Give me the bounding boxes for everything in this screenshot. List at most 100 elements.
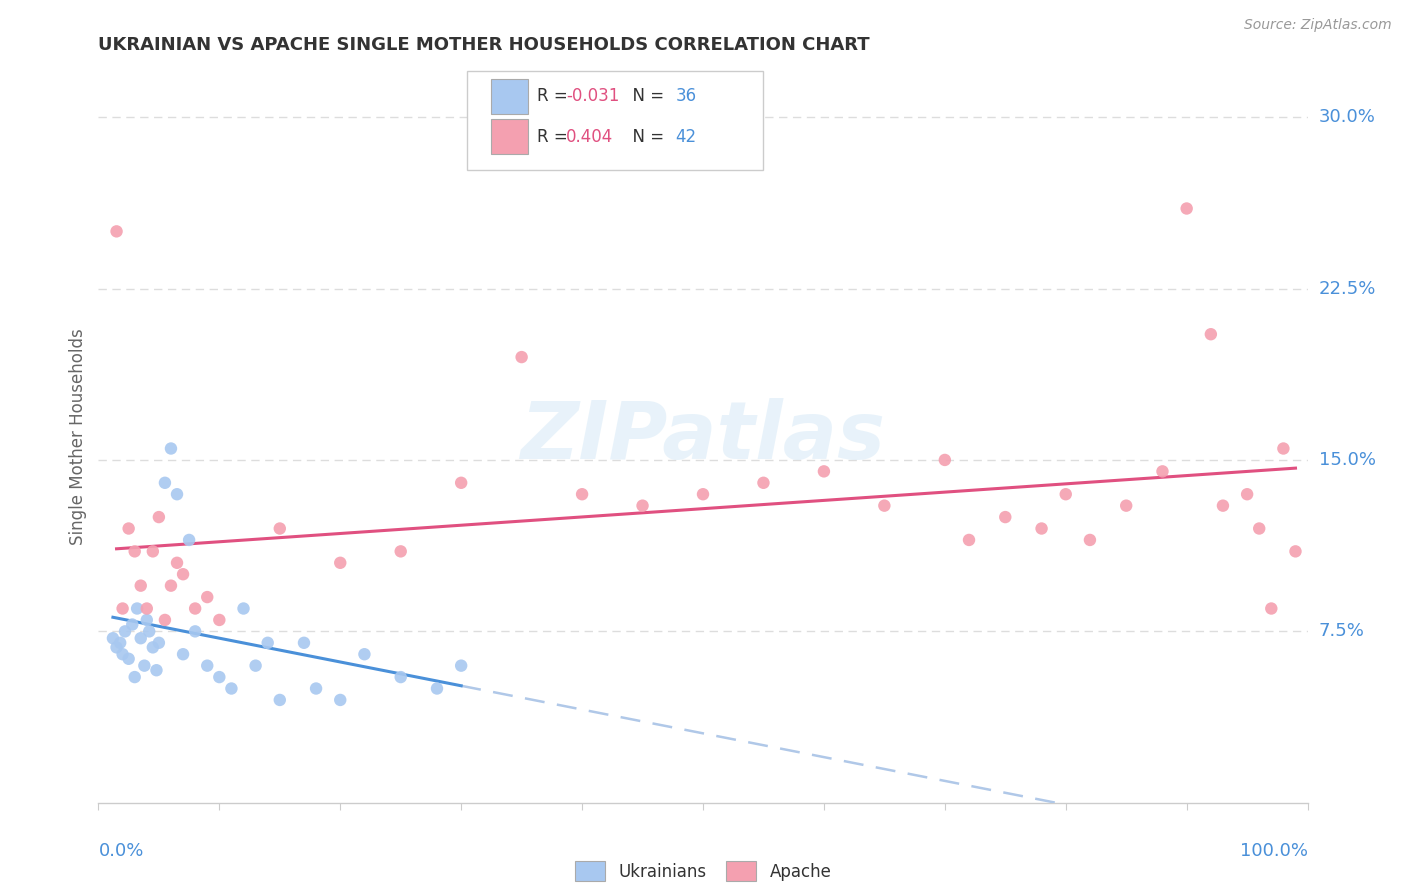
Point: [1249, 521, 1271, 535]
Text: 7.5%: 7.5%: [1319, 623, 1365, 640]
Text: 36: 36: [675, 87, 696, 105]
Y-axis label: Single Mother Households: Single Mother Households: [69, 329, 87, 545]
Point: [269, 521, 291, 535]
Point: [571, 487, 593, 501]
Legend: Ukrainians, Apache: Ukrainians, Apache: [567, 853, 839, 889]
Point: [129, 579, 152, 593]
Bar: [492, 120, 527, 154]
Point: [1078, 533, 1101, 547]
Text: -0.031: -0.031: [567, 87, 620, 105]
Text: UKRAINIAN VS APACHE SINGLE MOTHER HOUSEHOLDS CORRELATION CHART: UKRAINIAN VS APACHE SINGLE MOTHER HOUSEH…: [98, 36, 870, 54]
Point: [1260, 601, 1282, 615]
Point: [142, 544, 165, 558]
Text: ZIPatlas: ZIPatlas: [520, 398, 886, 476]
Point: [172, 647, 194, 661]
Point: [184, 601, 207, 615]
Text: N =: N =: [621, 128, 669, 145]
Point: [111, 601, 134, 615]
Text: 15.0%: 15.0%: [1319, 451, 1375, 469]
Point: [153, 475, 176, 490]
Point: [108, 636, 131, 650]
FancyBboxPatch shape: [467, 71, 763, 170]
Text: 22.5%: 22.5%: [1319, 279, 1376, 298]
Point: [256, 636, 278, 650]
Text: R =: R =: [537, 128, 574, 145]
Text: 100.0%: 100.0%: [1240, 842, 1308, 860]
Point: [142, 640, 165, 655]
Point: [269, 693, 291, 707]
Point: [329, 693, 352, 707]
Point: [329, 556, 352, 570]
Point: [184, 624, 207, 639]
Point: [813, 464, 835, 478]
Point: [1115, 499, 1137, 513]
Point: [105, 224, 128, 238]
Point: [934, 453, 956, 467]
Point: [134, 658, 156, 673]
Point: [166, 487, 188, 501]
Point: [1152, 464, 1174, 478]
Point: [353, 647, 375, 661]
Point: [389, 544, 412, 558]
Point: [138, 624, 160, 639]
Point: [245, 658, 267, 673]
Point: [124, 670, 146, 684]
Text: 42: 42: [675, 128, 696, 145]
Point: [1175, 202, 1198, 216]
Point: [873, 499, 896, 513]
Text: Source: ZipAtlas.com: Source: ZipAtlas.com: [1244, 18, 1392, 32]
Point: [135, 613, 157, 627]
Point: [129, 632, 152, 646]
Point: [1236, 487, 1258, 501]
Point: [127, 601, 149, 615]
Point: [101, 632, 124, 646]
Point: [111, 647, 134, 661]
Point: [105, 640, 128, 655]
Point: [148, 510, 170, 524]
Point: [145, 663, 167, 677]
Point: [148, 636, 170, 650]
Point: [389, 670, 412, 684]
Point: [292, 636, 315, 650]
Point: [114, 624, 136, 639]
Point: [1031, 521, 1053, 535]
Point: [510, 350, 533, 364]
Point: [692, 487, 714, 501]
Point: [195, 658, 218, 673]
Point: [1272, 442, 1295, 456]
Point: [135, 601, 157, 615]
Point: [160, 442, 183, 456]
Point: [305, 681, 328, 696]
Point: [221, 681, 243, 696]
Point: [232, 601, 254, 615]
Point: [195, 590, 218, 604]
Point: [426, 681, 449, 696]
Point: [957, 533, 980, 547]
Point: [1212, 499, 1234, 513]
Point: [118, 652, 141, 666]
Text: 30.0%: 30.0%: [1319, 108, 1375, 126]
Point: [994, 510, 1017, 524]
Point: [1284, 544, 1306, 558]
Point: [450, 475, 472, 490]
Point: [172, 567, 194, 582]
Text: 0.404: 0.404: [567, 128, 613, 145]
Text: 0.0%: 0.0%: [98, 842, 143, 860]
Point: [1054, 487, 1077, 501]
Point: [208, 670, 231, 684]
Point: [153, 613, 176, 627]
Point: [208, 613, 231, 627]
Point: [752, 475, 775, 490]
Point: [121, 617, 143, 632]
Point: [118, 521, 141, 535]
Point: [166, 556, 188, 570]
Point: [124, 544, 146, 558]
Point: [160, 579, 183, 593]
Point: [179, 533, 201, 547]
Point: [450, 658, 472, 673]
Text: N =: N =: [621, 87, 669, 105]
Text: R =: R =: [537, 87, 574, 105]
Point: [631, 499, 654, 513]
Bar: [492, 78, 527, 114]
Point: [1199, 327, 1222, 342]
